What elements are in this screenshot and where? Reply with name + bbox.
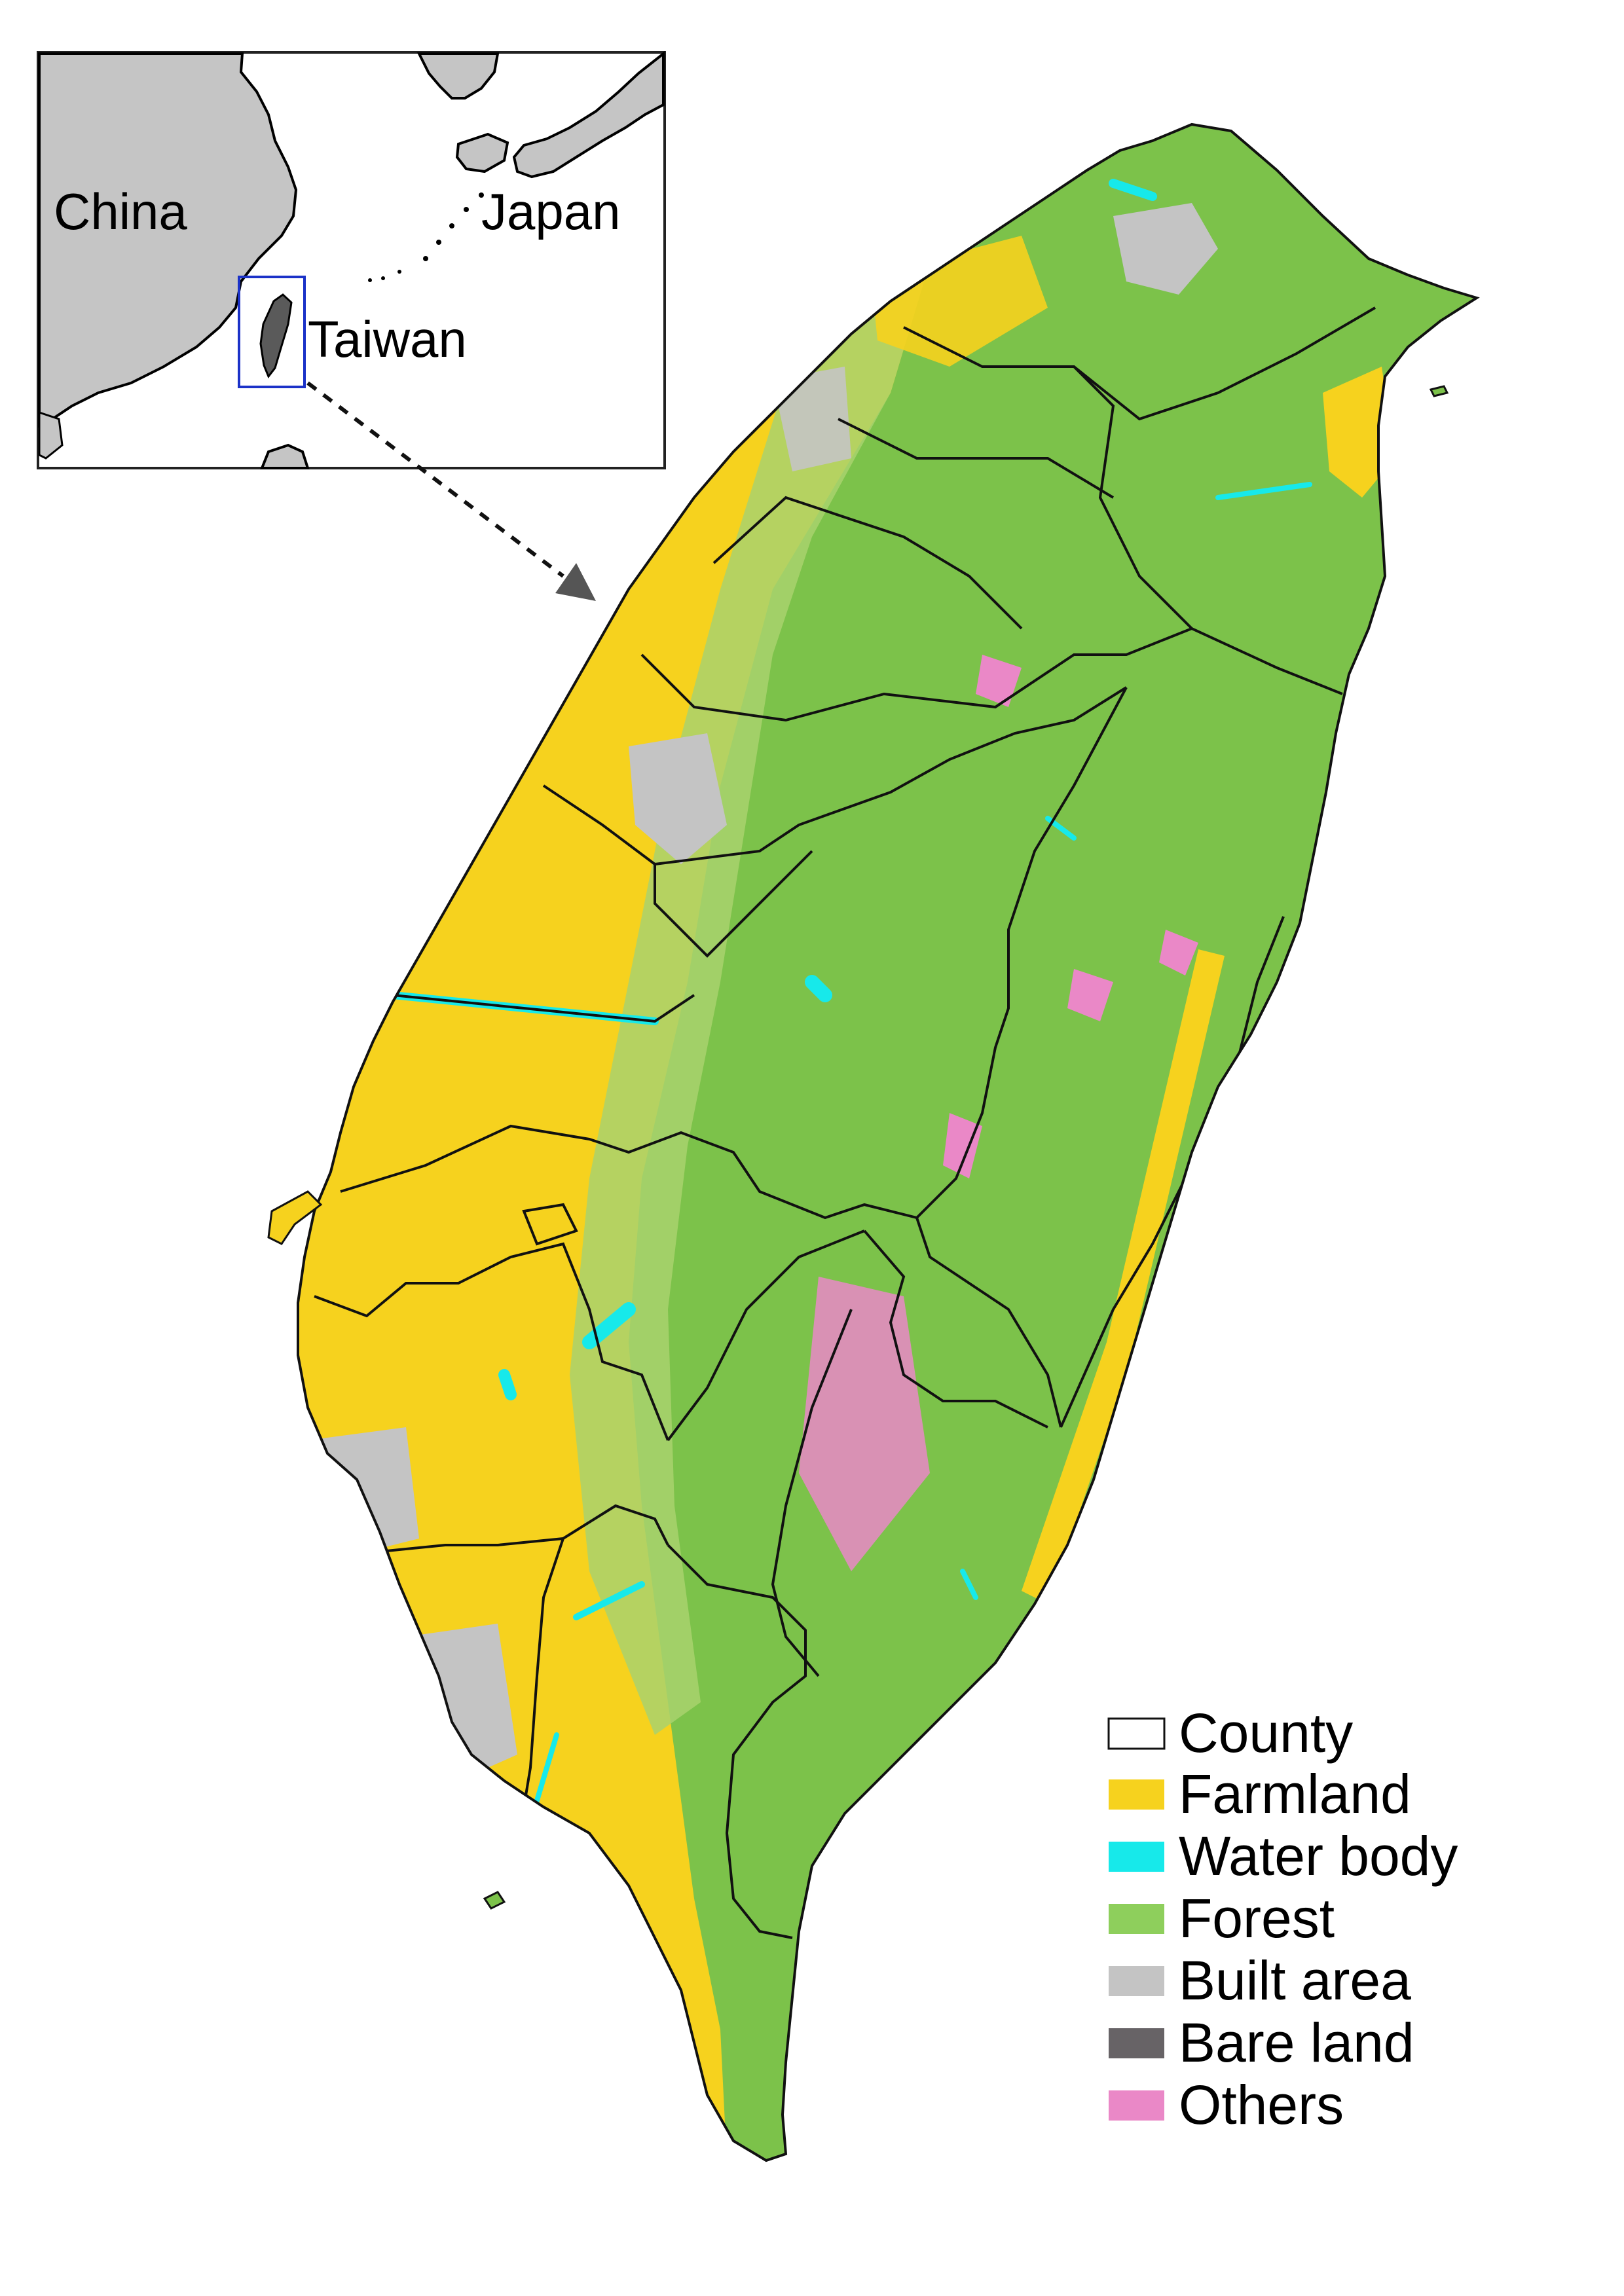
legend-item-others: Others (1109, 2074, 1344, 2136)
built-kaohsiung (406, 1624, 517, 1781)
legend-swatch-forest (1109, 1904, 1164, 1934)
legend-label-farmland: Farmland (1179, 1763, 1411, 1825)
liuqiu-island (483, 1891, 506, 1910)
philippines-landmass (260, 443, 310, 469)
china-landmass (38, 52, 298, 428)
legend-item-water-body: Water body (1109, 1825, 1458, 1887)
built-taipei (1113, 203, 1218, 295)
farmland-east-rift (1022, 949, 1225, 1604)
legend: County Farmland Water body Forest Built … (1107, 1702, 1458, 2136)
legend-item-built-area: Built area (1109, 1950, 1411, 2011)
japan-label: Japan (481, 183, 621, 240)
arrow-head-icon (555, 563, 596, 601)
taiwan-label: Taiwan (308, 310, 467, 368)
guishan-island (1429, 385, 1449, 397)
taiwan-inset-shape (259, 293, 293, 378)
legend-label-water-body: Water body (1179, 1825, 1458, 1887)
ryukyu-islands (368, 192, 484, 282)
built-taichung (629, 733, 727, 864)
legend-swatch-others (1109, 2090, 1164, 2121)
legend-item-forest: Forest (1109, 1887, 1335, 1949)
legend-item-county: County (1107, 1702, 1353, 1764)
county-boundaries (314, 306, 1376, 1939)
legend-swatch-farmland (1109, 1779, 1164, 1810)
japan-landmass (512, 50, 665, 179)
legend-label-forest: Forest (1179, 1887, 1335, 1949)
legend-label-built-area: Built area (1179, 1950, 1411, 2011)
farmland-northeast (1323, 367, 1395, 498)
taiwan-highlight-box (238, 276, 306, 388)
legend-label-others: Others (1179, 2074, 1344, 2136)
china-label: China (54, 183, 187, 240)
korea-landmass (416, 52, 500, 100)
penghu-islands (267, 1190, 323, 1245)
locator-arrow (306, 381, 596, 601)
japan-south-island (455, 132, 509, 173)
hainan-fragment (38, 410, 64, 460)
legend-swatch-bare-land (1109, 2028, 1164, 2058)
legend-item-farmland: Farmland (1109, 1763, 1411, 1825)
legend-swatch-county (1107, 1717, 1166, 1750)
legend-label-county: County (1179, 1702, 1353, 1764)
legend-label-bare-land: Bare land (1179, 2012, 1414, 2073)
forest-transition (570, 262, 930, 1735)
inset-map: China Japan Taiwan (37, 50, 666, 469)
legend-item-bare-land: Bare land (1109, 2012, 1414, 2073)
legend-swatch-water-body (1109, 1842, 1164, 1872)
legend-swatch-built-area (1109, 1966, 1164, 1996)
